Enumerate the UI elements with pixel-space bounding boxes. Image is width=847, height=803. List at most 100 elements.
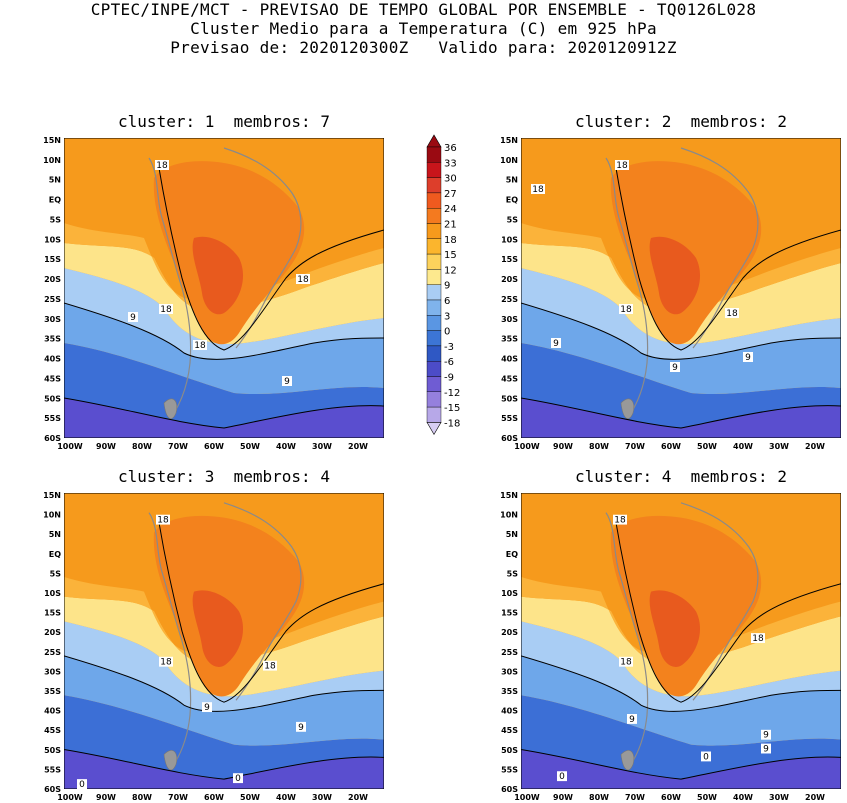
temperature-map-3: 18 18 18 9 9 0 0 (64, 493, 384, 789)
contour-label: 9 (745, 353, 751, 363)
colorbar-swatch (426, 269, 442, 285)
latitude-tick-label: 35S (501, 687, 518, 696)
latitude-tick-label: 10S (501, 589, 518, 598)
latitude-tick-label: EQ (506, 196, 518, 205)
contour-label: 18 (157, 516, 169, 526)
colorbar-level-label: -12 (444, 388, 460, 399)
longitude-tick-label: 60W (204, 793, 224, 802)
latitude-tick-label: 55S (501, 414, 518, 423)
panel-title-2: cluster: 2 membros: 2 (575, 112, 787, 131)
latitude-tick-label: 20S (501, 628, 518, 637)
latitude-tick-label: 5N (506, 176, 518, 185)
latitude-tick-label: 5S (507, 569, 519, 578)
latitude-tick-label: 30S (44, 315, 61, 324)
latitude-tick-label: 55S (501, 765, 518, 774)
latitude-tick-label: 30S (501, 315, 518, 324)
colorbar-level-label: 6 (444, 296, 450, 307)
longitude-tick-label: 50W (697, 793, 717, 802)
title-line-1: CPTEC/INPE/MCT - PREVISAO DE TEMPO GLOBA… (90, 0, 757, 19)
latitude-tick-label: 10N (500, 511, 518, 520)
latitude-tick-label: 20S (44, 275, 61, 284)
longitude-tick-label: 70W (168, 442, 188, 451)
longitude-tick-label: 20W (348, 442, 368, 451)
colorbar-level-label: -9 (444, 373, 454, 384)
colorbar-level-label: 9 (444, 281, 450, 292)
longitude-tick-label: 80W (132, 793, 152, 802)
panel-title-1: cluster: 1 membros: 7 (118, 112, 330, 131)
colorbar-swatch (426, 223, 442, 240)
longitude-tick-label: 40W (733, 793, 753, 802)
contour-label: 9 (763, 731, 769, 741)
contour-label: 18 (264, 662, 276, 672)
longitude-tick-label: 30W (769, 793, 789, 802)
longitude-tick-label: 30W (312, 442, 332, 451)
longitude-tick-label: 30W (769, 442, 789, 451)
colorbar-level-label: 30 (444, 174, 457, 185)
colorbar-level-label: -15 (444, 403, 460, 414)
latitude-tick-label: 40S (501, 707, 518, 716)
temperature-map-1: 18 18 18 18 9 9 (64, 138, 384, 438)
longitude-tick-label: 80W (589, 442, 609, 451)
longitude-tick-label: 90W (553, 793, 573, 802)
colorbar-swatch (426, 299, 442, 316)
longitude-tick-label: 80W (589, 793, 609, 802)
latitude-tick-label: 5N (49, 530, 61, 539)
latitude-tick-label: 15S (501, 609, 518, 618)
colorbar-level-label: 36 (444, 143, 457, 154)
colorbar-level-label: 18 (444, 235, 457, 246)
colorbar-swatch (426, 406, 442, 423)
latitude-tick-label: 40S (501, 355, 518, 364)
contour-label: 0 (79, 780, 85, 789)
latitude-tick-label: 10S (44, 235, 61, 244)
contour-label: 18 (620, 305, 632, 315)
latitude-tick-label: 25S (501, 648, 518, 657)
longitude-tick-label: 50W (240, 442, 260, 451)
colorbar-swatch (426, 207, 442, 224)
longitude-tick-label: 90W (96, 793, 116, 802)
colorbar-level-label: -3 (444, 342, 454, 353)
latitude-tick-label: 50S (501, 746, 518, 755)
latitude-tick-label: 20S (501, 275, 518, 284)
contour-label: 18 (726, 309, 738, 319)
contour-label: 18 (297, 275, 309, 285)
longitude-tick-label: 20W (348, 793, 368, 802)
latitude-tick-label: 55S (44, 414, 61, 423)
longitude-tick-label: 80W (132, 442, 152, 451)
latitude-tick-label: 60S (501, 785, 518, 794)
contour-label: 18 (156, 161, 168, 171)
contour-label: 18 (616, 161, 628, 171)
panel-title-3: cluster: 3 membros: 4 (118, 467, 330, 486)
figure-title: CPTEC/INPE/MCT - PREVISAO DE TEMPO GLOBA… (0, 0, 847, 57)
longitude-tick-label: 100W (514, 793, 540, 802)
latitude-tick-label: 5S (50, 215, 62, 224)
latitude-tick-label: 30S (44, 667, 61, 676)
latitude-tick-label: 5S (50, 569, 62, 578)
longitude-tick-label: 20W (805, 793, 825, 802)
latitude-tick-label: 15N (43, 491, 61, 500)
latitude-tick-label: 10N (500, 156, 518, 165)
colorbar-swatch (426, 192, 442, 209)
contour-label: 9 (204, 703, 210, 713)
colorbar-level-label: 33 (444, 158, 457, 169)
colorbar-swatch (426, 238, 442, 255)
contour-label: 18 (614, 516, 626, 526)
latitude-tick-label: 20S (44, 628, 61, 637)
latitude-tick-label: 15N (500, 491, 518, 500)
contour-label: 18 (532, 185, 544, 195)
latitude-tick-label: 45S (501, 374, 518, 383)
colorbar-swatch (426, 376, 442, 393)
latitude-tick-label: 35S (44, 687, 61, 696)
panel-title-4: cluster: 4 membros: 2 (575, 467, 787, 486)
colorbar-bottom-arrow (426, 422, 442, 435)
colorbar-level-label: 21 (444, 220, 457, 231)
latitude-tick-label: 10S (44, 589, 61, 598)
longitude-tick-label: 90W (553, 442, 573, 451)
colorbar-level-label: -6 (444, 357, 454, 368)
contour-label: 9 (553, 339, 559, 349)
latitude-tick-label: 15S (501, 255, 518, 264)
longitude-tick-label: 100W (514, 442, 540, 451)
latitude-tick-label: 25S (501, 295, 518, 304)
longitude-tick-label: 60W (661, 442, 681, 451)
temperature-map-2: 18 18 18 18 9 9 9 (521, 138, 841, 438)
